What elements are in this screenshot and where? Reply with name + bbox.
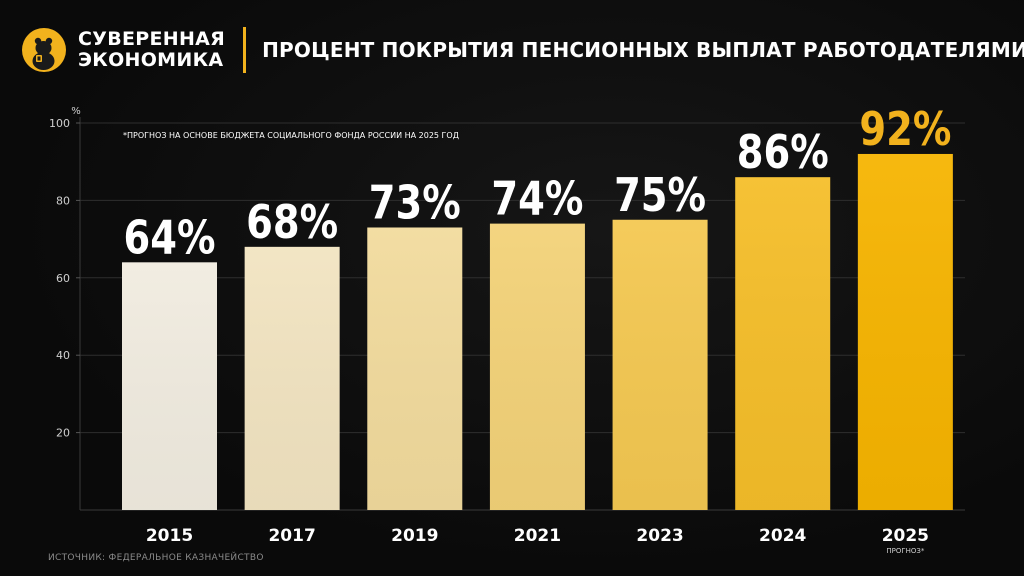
bar-texture (857, 153, 953, 510)
brand-name: СУВЕРЕННАЯ ЭКОНОМИКА (78, 29, 225, 71)
chart-title: ПРОЦЕНТ ПОКРЫТИЯ ПЕНСИОННЫХ ВЫПЛАТ РАБОТ… (262, 38, 1024, 62)
bar-texture (735, 177, 831, 510)
value-label: 75% (614, 168, 706, 222)
bar-texture (244, 246, 340, 510)
category-label: 2015 (146, 526, 193, 546)
header: СУВЕРЕННАЯ ЭКОНОМИКА ПРОЦЕНТ ПОКРЫТИЯ ПЕ… (22, 22, 1024, 78)
y-tick-label: 80 (56, 194, 70, 207)
bear-icon (22, 28, 66, 72)
bar-texture (612, 219, 708, 510)
y-tick-label: 60 (56, 272, 70, 285)
forecast-note: *ПРОГНОЗ НА ОСНОВЕ БЮДЖЕТА СОЦИАЛЬНОГО Ф… (123, 131, 459, 140)
value-label: 73% (369, 175, 461, 229)
bar-texture (122, 262, 217, 510)
category-label: 2023 (636, 526, 683, 546)
header-divider (243, 27, 247, 73)
category-label: 2021 (514, 526, 561, 546)
y-tick-label: 20 (56, 427, 70, 440)
value-label: 92% (859, 102, 951, 156)
value-label: 64% (124, 210, 216, 264)
bar-texture (489, 223, 585, 510)
bars (122, 153, 953, 511)
category-sublabel: ПРОГНОЗ* (886, 547, 925, 555)
value-label: 74% (491, 172, 583, 226)
y-tick-label: 40 (56, 349, 70, 362)
bar-texture (367, 227, 463, 511)
category-label: 2025 (882, 526, 929, 546)
y-tick-label: 100 (49, 117, 70, 130)
brand-line-1: СУВЕРЕННАЯ (78, 28, 226, 50)
brand-line-2: ЭКОНОМИКА (78, 49, 224, 71)
source-note: ИСТОЧНИК: ФЕДЕРАЛЬНОЕ КАЗНАЧЕЙСТВО (48, 553, 264, 563)
y-axis-unit: % (71, 106, 81, 117)
category-label: 2019 (391, 526, 438, 546)
category-label: 2024 (759, 526, 806, 546)
category-label: 2017 (268, 526, 315, 546)
value-label: 68% (246, 195, 338, 249)
value-labels: 64% 68% 73% 74% 75% 86% 92% (124, 102, 952, 264)
value-label: 86% (737, 125, 829, 179)
